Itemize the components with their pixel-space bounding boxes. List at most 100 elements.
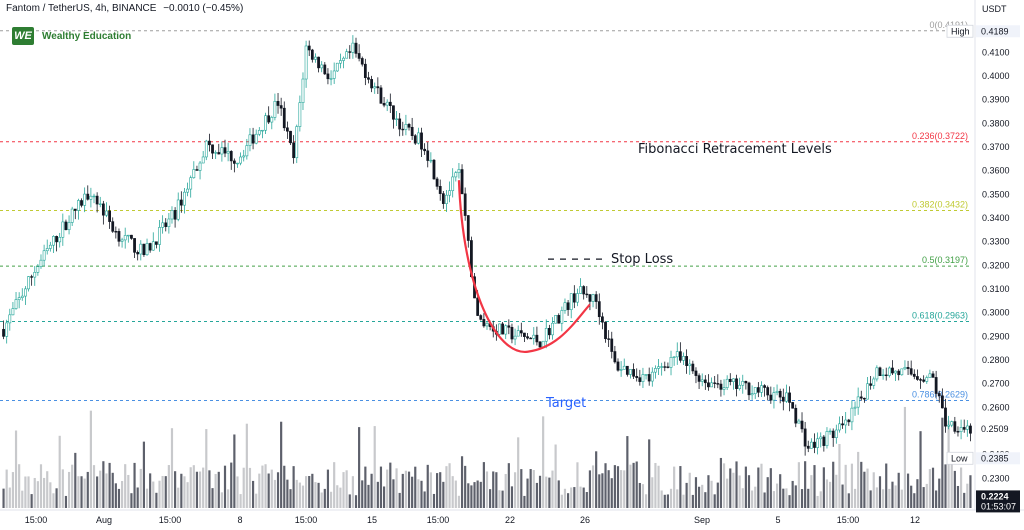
candle-body xyxy=(809,441,813,449)
candle-body xyxy=(479,315,483,320)
volume-bar xyxy=(847,493,850,508)
volume-bar xyxy=(71,464,74,508)
volume-bar xyxy=(273,479,277,508)
symbol-header[interactable]: Fantom / TetherUS, 4h, BINANCE −0.0010 (… xyxy=(6,3,243,14)
volume-bar xyxy=(370,473,373,508)
volume-bar xyxy=(96,476,99,508)
volume-bar xyxy=(697,486,701,508)
candle-body xyxy=(669,357,673,368)
fib-title-annotation: Fibonacci Retracement Levels xyxy=(638,142,832,157)
volume-bar xyxy=(67,471,71,508)
volume-bar xyxy=(616,466,620,508)
candle-body xyxy=(114,231,118,233)
candle-body xyxy=(429,159,433,162)
candle-body xyxy=(120,239,124,242)
low-badge-box xyxy=(976,452,1020,465)
candle-body xyxy=(420,132,423,150)
candle-body xyxy=(80,200,83,206)
price-tick: 0.2700 xyxy=(982,379,1010,389)
volume-bar xyxy=(245,423,248,508)
low-badge-tag-label: Low xyxy=(951,453,968,463)
candle-body xyxy=(523,332,526,337)
candle-body xyxy=(688,363,692,366)
time-axis[interactable]: 15:00 Aug 15:00 8 15:00 15 15:00 22 26 Sep 5 15:00 1… xyxy=(25,515,920,525)
volume-bar xyxy=(198,471,202,508)
candle-body xyxy=(229,151,233,162)
candle-body xyxy=(834,429,838,438)
volume-bar xyxy=(523,495,526,508)
volume-bar xyxy=(342,472,345,508)
candle-body xyxy=(257,130,261,135)
volume-bar xyxy=(329,491,333,508)
volume-bar xyxy=(701,484,704,508)
volume-bar xyxy=(913,493,916,508)
volume-bar xyxy=(548,477,551,508)
volume-bar xyxy=(785,488,788,508)
candle-body xyxy=(925,377,929,382)
volume-bar xyxy=(769,468,772,508)
volume-bar xyxy=(445,466,448,508)
volume-bar xyxy=(922,487,925,508)
candle-body xyxy=(841,423,844,426)
volume-bar xyxy=(336,485,339,508)
volume-bar xyxy=(666,494,669,508)
volume-bar xyxy=(754,486,757,508)
bar-countdown: 01:53:07 xyxy=(981,501,1016,511)
candle-body xyxy=(725,378,729,388)
candle-body xyxy=(379,87,383,104)
volume-bar xyxy=(657,465,660,508)
candle-body xyxy=(273,101,277,118)
candle-body xyxy=(407,124,411,128)
volume-bar xyxy=(850,463,854,508)
volume-bar xyxy=(136,487,139,508)
price-axis[interactable]: 0.4100 0.4000 0.3900 0.3800 0.3700 0.3600 0.35… xyxy=(982,47,1010,483)
candle-body xyxy=(940,395,944,409)
candle-body xyxy=(435,178,439,187)
volume-bar xyxy=(251,480,255,508)
volume-bar xyxy=(567,493,570,508)
candle-body xyxy=(292,142,296,159)
volume-bar xyxy=(451,476,454,508)
candle-body xyxy=(797,420,801,424)
candle-body xyxy=(279,105,283,109)
candle-body xyxy=(123,235,127,241)
volume-bar xyxy=(551,470,554,508)
volume-bar xyxy=(236,476,239,508)
candle-body xyxy=(700,379,704,382)
volume-bar xyxy=(501,490,504,508)
volume-bar xyxy=(838,444,841,508)
candle-body xyxy=(201,156,205,164)
candle-body xyxy=(903,367,907,370)
candle-body xyxy=(869,383,873,386)
volume-bar xyxy=(298,482,301,508)
candle-body xyxy=(304,45,308,80)
candle-body xyxy=(236,162,239,165)
candle-body xyxy=(270,117,274,123)
volume-bar xyxy=(888,488,891,508)
candle-body xyxy=(744,380,748,384)
price-tick: 0.3400 xyxy=(982,213,1010,223)
candle-body xyxy=(794,407,798,424)
brand-logo: WE xyxy=(12,27,34,45)
volume-bar xyxy=(102,461,105,508)
volume-bar xyxy=(953,470,956,508)
candle-body xyxy=(922,379,926,382)
candle-body xyxy=(828,430,832,433)
volume-bar xyxy=(164,476,167,508)
candle-body xyxy=(326,73,330,80)
volume-bar xyxy=(301,485,305,508)
candle-body xyxy=(416,132,420,144)
candle-body xyxy=(95,195,99,205)
candle-body xyxy=(582,286,586,295)
candle-body xyxy=(214,152,218,154)
volume-bar xyxy=(167,465,170,508)
candle-body xyxy=(697,375,701,382)
candle-body xyxy=(732,378,735,382)
volume-bar xyxy=(401,473,404,508)
candle-body xyxy=(719,383,723,390)
candle-body xyxy=(788,392,791,403)
volume-bar xyxy=(39,464,43,508)
high-badge-box xyxy=(976,25,1020,38)
candle-body xyxy=(298,102,302,127)
